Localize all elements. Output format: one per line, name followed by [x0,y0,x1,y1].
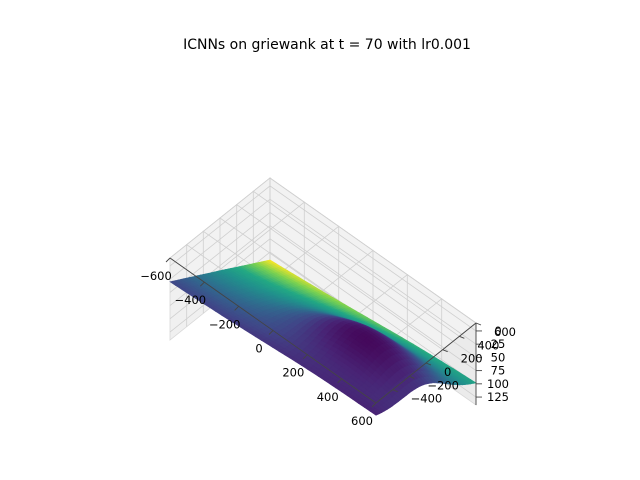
y-tick-label: 400 [477,338,499,352]
z-tick-label: 25 [491,337,506,351]
grid-line [169,198,477,345]
tick-marks [165,257,482,408]
y-tick-label: 0 [444,365,451,379]
y-tick-label: −200 [427,378,459,392]
x-tick-label: 400 [317,390,339,404]
grid-line [169,185,477,332]
x-tick-label: 600 [351,414,373,428]
x-tick-label: 0 [255,342,262,356]
x-tick-label: −600 [140,269,172,283]
grid-line [269,177,477,324]
x-tick-label: −200 [209,317,241,331]
x-tick-label: −400 [175,293,207,307]
y-tick [475,322,482,326]
x-tick [200,281,205,287]
x-tick-label: 200 [282,366,304,380]
y-tick-label: −400 [411,392,443,406]
z-tick-label: 0 [494,324,501,338]
x-tick [337,378,342,384]
y-tick [392,389,398,393]
x-tick [234,306,239,311]
tick-labels: −600−400−2000200400600−400−2000200400600… [140,269,516,428]
surface-cell [369,409,380,416]
surface-mesh [169,259,477,416]
x-tick [268,330,274,335]
z-tick-label: 50 [491,350,506,364]
chart-title: ICNNs on griewank at t = 70 with lr0.001 [183,37,471,53]
z-tick-label: 100 [487,377,509,391]
y-tick [409,375,415,379]
x-tick [303,354,308,359]
y-tick [442,349,448,353]
grid-line [169,211,477,358]
z-tick-label: 75 [491,364,506,378]
x-tick [371,402,377,408]
z-tick-label: 125 [487,390,509,404]
y-tick [425,362,432,366]
y-tick-label: 200 [461,352,483,366]
grid-line [252,190,460,337]
y-tick [459,335,465,339]
y-tick-label: 600 [494,325,516,339]
x-tick [165,257,171,263]
grid-line [236,203,443,351]
